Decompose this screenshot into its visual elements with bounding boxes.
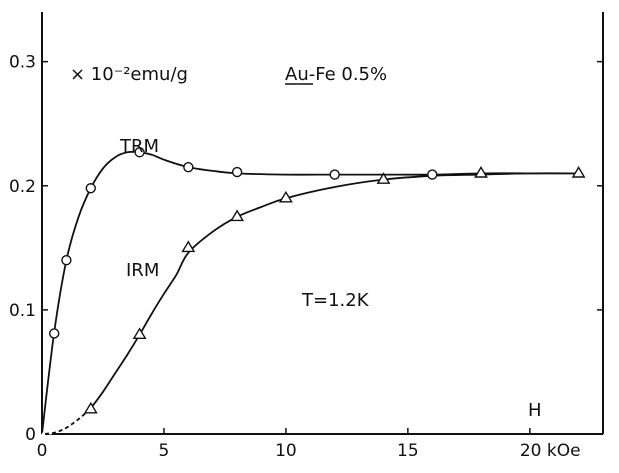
data-point-trm	[427, 169, 438, 180]
x-tick-label: 10	[275, 441, 297, 461]
data-point-trm	[329, 169, 340, 180]
temperature-annotation: T=1.2K	[301, 290, 370, 311]
y-axis-unit-label: × 10⁻²emu/g	[70, 64, 188, 85]
x-axis-label: H	[528, 400, 542, 421]
data-point-irm	[230, 209, 245, 222]
data-point-trm	[231, 166, 243, 178]
axes	[41, 12, 604, 435]
data-point-trm	[134, 147, 145, 158]
irm-dashed-segment	[41, 407, 92, 436]
data-point-irm	[571, 166, 586, 178]
series-label-irm: IRM	[126, 260, 159, 281]
series-line-trm	[41, 150, 579, 435]
data-point-irm	[83, 401, 98, 414]
data-point-irm	[181, 240, 196, 253]
x-tick-label: 5	[159, 441, 170, 461]
data-point-irm	[376, 172, 391, 184]
y-tick-label: 0.1	[9, 301, 36, 321]
data-point-trm	[61, 255, 72, 266]
data-point-trm	[85, 183, 96, 194]
data-point-irm	[474, 166, 488, 178]
sample-annotation: Au-Fe 0.5%	[285, 64, 387, 85]
data-point-irm	[132, 327, 147, 339]
ticks: 0 5 10 15 20 kOe 0 0.1 0.2 0.3	[9, 53, 603, 461]
y-tick-label: 0.2	[9, 177, 36, 197]
x-tick-label: 20 kOe	[520, 441, 581, 461]
y-tick-label: 0.3	[9, 53, 36, 73]
x-tick-label: 0	[37, 441, 48, 461]
x-tick-label: 15	[397, 441, 419, 461]
data-point-trm	[183, 161, 194, 173]
data-point-irm	[278, 190, 293, 203]
series-label-trm: TRM	[119, 136, 159, 157]
data-point-trm	[48, 328, 60, 339]
y-tick-label: 0	[25, 425, 36, 445]
markers	[48, 147, 586, 414]
